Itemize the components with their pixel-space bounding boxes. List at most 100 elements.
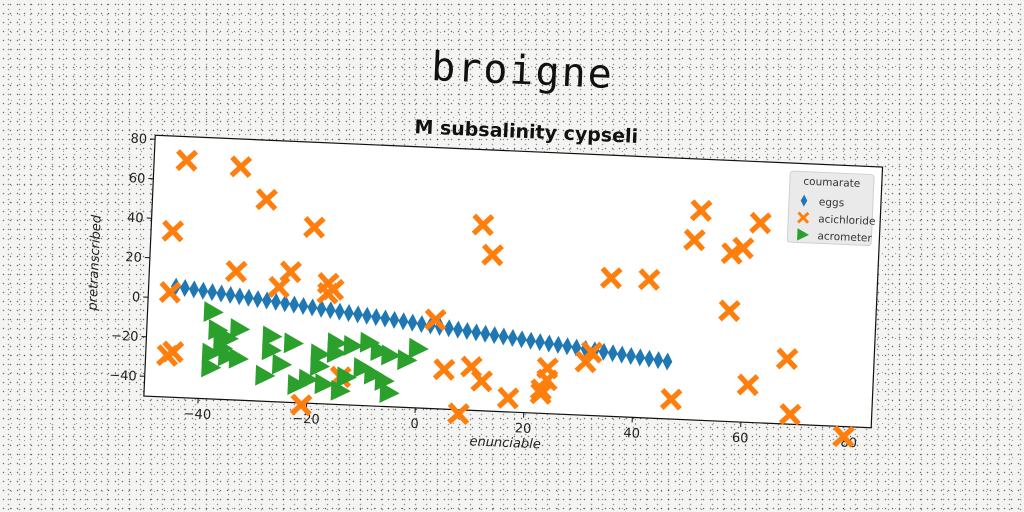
point-acrometer bbox=[201, 356, 222, 378]
point-eggs bbox=[307, 298, 318, 317]
legend-marker-acichloride bbox=[797, 211, 810, 224]
x-tick-label: 20 bbox=[514, 421, 531, 437]
point-acrometer bbox=[326, 342, 348, 364]
point-eggs bbox=[362, 306, 372, 325]
point-acrometer bbox=[408, 337, 429, 359]
point-acichloride bbox=[229, 155, 253, 179]
point-eggs bbox=[252, 290, 263, 309]
point-eggs bbox=[525, 331, 536, 350]
point-acichloride bbox=[599, 266, 623, 290]
point-eggs bbox=[225, 285, 236, 304]
point-eggs bbox=[280, 294, 291, 313]
plot-group: −40 −20 0 20 40 60 80 −40 −20 0 20 40 60 80 enunciab… bbox=[85, 132, 884, 452]
point-eggs bbox=[616, 345, 627, 364]
point-acichloride bbox=[775, 347, 799, 371]
point-eggs bbox=[443, 319, 454, 338]
point-eggs bbox=[607, 344, 618, 363]
point-eggs bbox=[535, 333, 545, 352]
point-acrometer bbox=[229, 318, 251, 340]
point-eggs bbox=[216, 284, 227, 303]
chart-title: M subsalinity cypseli bbox=[414, 116, 638, 148]
chart-suptitle: broigne bbox=[430, 44, 614, 98]
point-eggs bbox=[398, 312, 409, 331]
point-acichloride bbox=[481, 243, 504, 267]
point-acichloride bbox=[580, 340, 603, 364]
point-eggs bbox=[189, 280, 199, 299]
point-acrometer bbox=[309, 355, 331, 377]
point-eggs bbox=[334, 302, 345, 321]
point-acichloride bbox=[158, 280, 182, 304]
legend-label-eggs: eggs bbox=[819, 196, 845, 209]
point-acrometer bbox=[218, 327, 239, 349]
point-acrometer bbox=[203, 301, 224, 323]
point-acrometer bbox=[262, 325, 283, 347]
y-axis-label: pretranscribed bbox=[85, 214, 104, 312]
y-tick-label: −40 bbox=[109, 368, 137, 384]
point-acrometer bbox=[283, 332, 304, 354]
point-acichloride bbox=[175, 149, 199, 172]
point-acrometer bbox=[298, 368, 319, 390]
point-acrometer bbox=[287, 374, 308, 395]
point-acichloride bbox=[832, 425, 855, 448]
point-acichloride bbox=[224, 260, 248, 283]
point-eggs bbox=[389, 310, 400, 329]
point-acichloride bbox=[322, 278, 345, 301]
point-acichloride bbox=[736, 373, 760, 397]
legend-label-acichloride: acichloride bbox=[818, 213, 876, 227]
point-eggs bbox=[462, 322, 473, 340]
point-eggs bbox=[261, 291, 272, 310]
point-acichloride bbox=[267, 275, 291, 299]
point-acrometer bbox=[381, 344, 402, 366]
point-acrometer bbox=[228, 347, 249, 369]
point-eggs bbox=[544, 334, 555, 353]
point-eggs bbox=[343, 303, 354, 322]
point-eggs bbox=[480, 324, 491, 343]
plot-marks bbox=[156, 149, 855, 448]
point-acichloride bbox=[689, 199, 713, 222]
point-acrometer bbox=[397, 349, 418, 371]
point-acrometer bbox=[336, 366, 357, 388]
y-tick-label: 60 bbox=[128, 171, 145, 187]
point-acichloride bbox=[471, 213, 495, 237]
point-eggs bbox=[271, 292, 281, 311]
point-acrometer bbox=[271, 353, 293, 375]
point-eggs bbox=[553, 335, 564, 354]
point-eggs bbox=[298, 297, 309, 316]
point-eggs bbox=[198, 281, 209, 300]
point-acrometer bbox=[374, 369, 395, 391]
point-eggs bbox=[416, 315, 427, 334]
point-eggs bbox=[489, 326, 500, 345]
y-tick-label: 40 bbox=[127, 211, 144, 227]
point-eggs bbox=[207, 283, 218, 302]
point-eggs bbox=[453, 320, 463, 339]
x-tick-label: 0 bbox=[410, 417, 419, 432]
x-tick-label: −20 bbox=[292, 412, 320, 428]
point-eggs bbox=[562, 337, 573, 356]
point-eggs bbox=[380, 309, 391, 328]
y-tick-label: 20 bbox=[125, 250, 142, 266]
legend-marker-acrometer bbox=[797, 228, 810, 241]
y-axis: −40 −20 0 20 40 60 80 bbox=[109, 132, 156, 384]
point-acichloride bbox=[289, 393, 313, 417]
x-tick-label: 60 bbox=[732, 431, 749, 447]
point-eggs bbox=[407, 313, 418, 332]
point-eggs bbox=[635, 348, 646, 367]
point-acichloride bbox=[156, 344, 179, 367]
point-eggs bbox=[653, 351, 664, 370]
point-acichloride bbox=[496, 386, 520, 410]
y-tick-label: −20 bbox=[111, 329, 139, 345]
legend-label-acrometer: acrometer bbox=[817, 230, 872, 244]
point-acichloride bbox=[303, 216, 326, 239]
legend-marker-eggs bbox=[800, 194, 808, 207]
point-eggs bbox=[371, 308, 382, 327]
point-acichloride bbox=[432, 358, 456, 381]
point-acichloride bbox=[424, 308, 447, 332]
x-axis-label: enunciable bbox=[469, 434, 541, 452]
point-eggs bbox=[507, 328, 518, 347]
legend-box bbox=[786, 170, 875, 246]
point-acrometer bbox=[201, 342, 222, 364]
x-tick-label: −40 bbox=[183, 407, 211, 423]
point-acrometer bbox=[353, 357, 374, 379]
point-eggs bbox=[598, 342, 609, 361]
